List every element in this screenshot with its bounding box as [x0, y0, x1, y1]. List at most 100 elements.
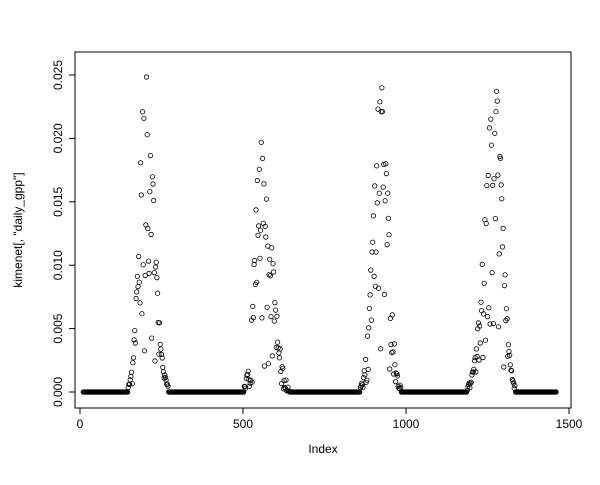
data-point	[134, 289, 140, 295]
data-point	[388, 341, 394, 348]
data-point	[371, 273, 377, 279]
data-point	[274, 313, 280, 319]
data-point	[390, 349, 396, 355]
data-point	[250, 303, 256, 309]
y-tick-label: 0.005	[51, 313, 65, 343]
data-point	[370, 239, 376, 245]
data-point	[372, 183, 378, 189]
data-point	[142, 272, 148, 279]
data-point	[492, 216, 498, 222]
data-point	[245, 371, 251, 377]
data-point	[498, 182, 504, 188]
x-tick-label: 500	[233, 417, 253, 431]
data-point	[252, 257, 258, 264]
data-point	[507, 352, 513, 358]
data-point	[261, 363, 268, 369]
data-point	[467, 380, 474, 386]
data-point	[480, 354, 486, 361]
data-point	[384, 242, 390, 248]
y-tick-label: 0.010	[51, 250, 65, 280]
data-point	[359, 382, 365, 388]
data-point	[158, 351, 165, 357]
data-point	[502, 272, 508, 278]
data-point	[477, 340, 483, 346]
data-point	[149, 335, 155, 341]
data-point	[274, 339, 281, 345]
data-point	[382, 198, 388, 204]
data-point	[277, 346, 283, 352]
data-point	[255, 223, 262, 229]
data-point	[157, 341, 163, 347]
data-point	[507, 362, 513, 368]
data-point	[135, 283, 141, 290]
data-point	[129, 380, 135, 387]
data-point	[486, 125, 493, 131]
y-tick-label: 0.025	[51, 60, 65, 90]
data-point	[253, 207, 259, 213]
data-point	[489, 269, 495, 276]
data-point	[496, 251, 502, 257]
data-point	[272, 307, 279, 313]
data-point	[162, 374, 168, 381]
data-point	[499, 244, 506, 250]
data-point	[484, 183, 490, 189]
data-point	[145, 258, 152, 264]
data-point	[263, 234, 269, 240]
data-point	[479, 261, 485, 267]
data-point	[494, 98, 500, 104]
data-point	[141, 115, 147, 121]
data-point	[136, 279, 142, 285]
data-point	[156, 351, 162, 357]
data-point	[499, 196, 505, 202]
data-point	[280, 365, 286, 371]
data-point	[254, 177, 260, 184]
data-point	[493, 88, 500, 94]
data-point	[493, 109, 499, 115]
data-point	[386, 232, 392, 238]
data-point	[491, 176, 497, 182]
data-point	[476, 357, 482, 363]
data-point	[257, 227, 264, 233]
data-point	[505, 342, 511, 348]
data-point	[508, 368, 515, 374]
data-point	[268, 313, 274, 320]
data-point	[488, 142, 494, 148]
data-point	[160, 364, 166, 370]
data-point	[374, 200, 380, 206]
data-point	[394, 373, 401, 379]
data-point	[147, 189, 153, 195]
data-point	[482, 337, 489, 343]
data-point	[255, 232, 261, 238]
data-point	[156, 320, 163, 326]
data-point	[368, 267, 374, 273]
data-point	[510, 380, 517, 386]
data-point	[261, 181, 267, 187]
y-tick-label: 0.020	[51, 123, 65, 153]
data-point	[377, 99, 383, 105]
data-point	[246, 383, 253, 389]
data-point	[130, 360, 136, 366]
data-point	[389, 312, 395, 318]
data-point	[490, 182, 496, 188]
data-point	[267, 256, 273, 262]
data-point	[152, 358, 158, 364]
data-point	[508, 367, 514, 373]
data-point	[270, 261, 276, 267]
data-point	[464, 387, 470, 393]
data-point	[468, 379, 474, 385]
data-point	[383, 171, 389, 177]
data-point	[283, 377, 289, 383]
data-point	[392, 362, 398, 368]
data-point	[485, 172, 491, 179]
data-point	[397, 382, 403, 388]
data-points	[80, 74, 559, 395]
data-point	[370, 213, 376, 219]
data-point	[480, 311, 487, 317]
data-point	[134, 273, 140, 279]
data-point	[506, 348, 512, 355]
data-point	[132, 340, 138, 346]
data-point	[262, 223, 268, 229]
data-point	[264, 304, 270, 310]
data-point	[138, 160, 144, 166]
